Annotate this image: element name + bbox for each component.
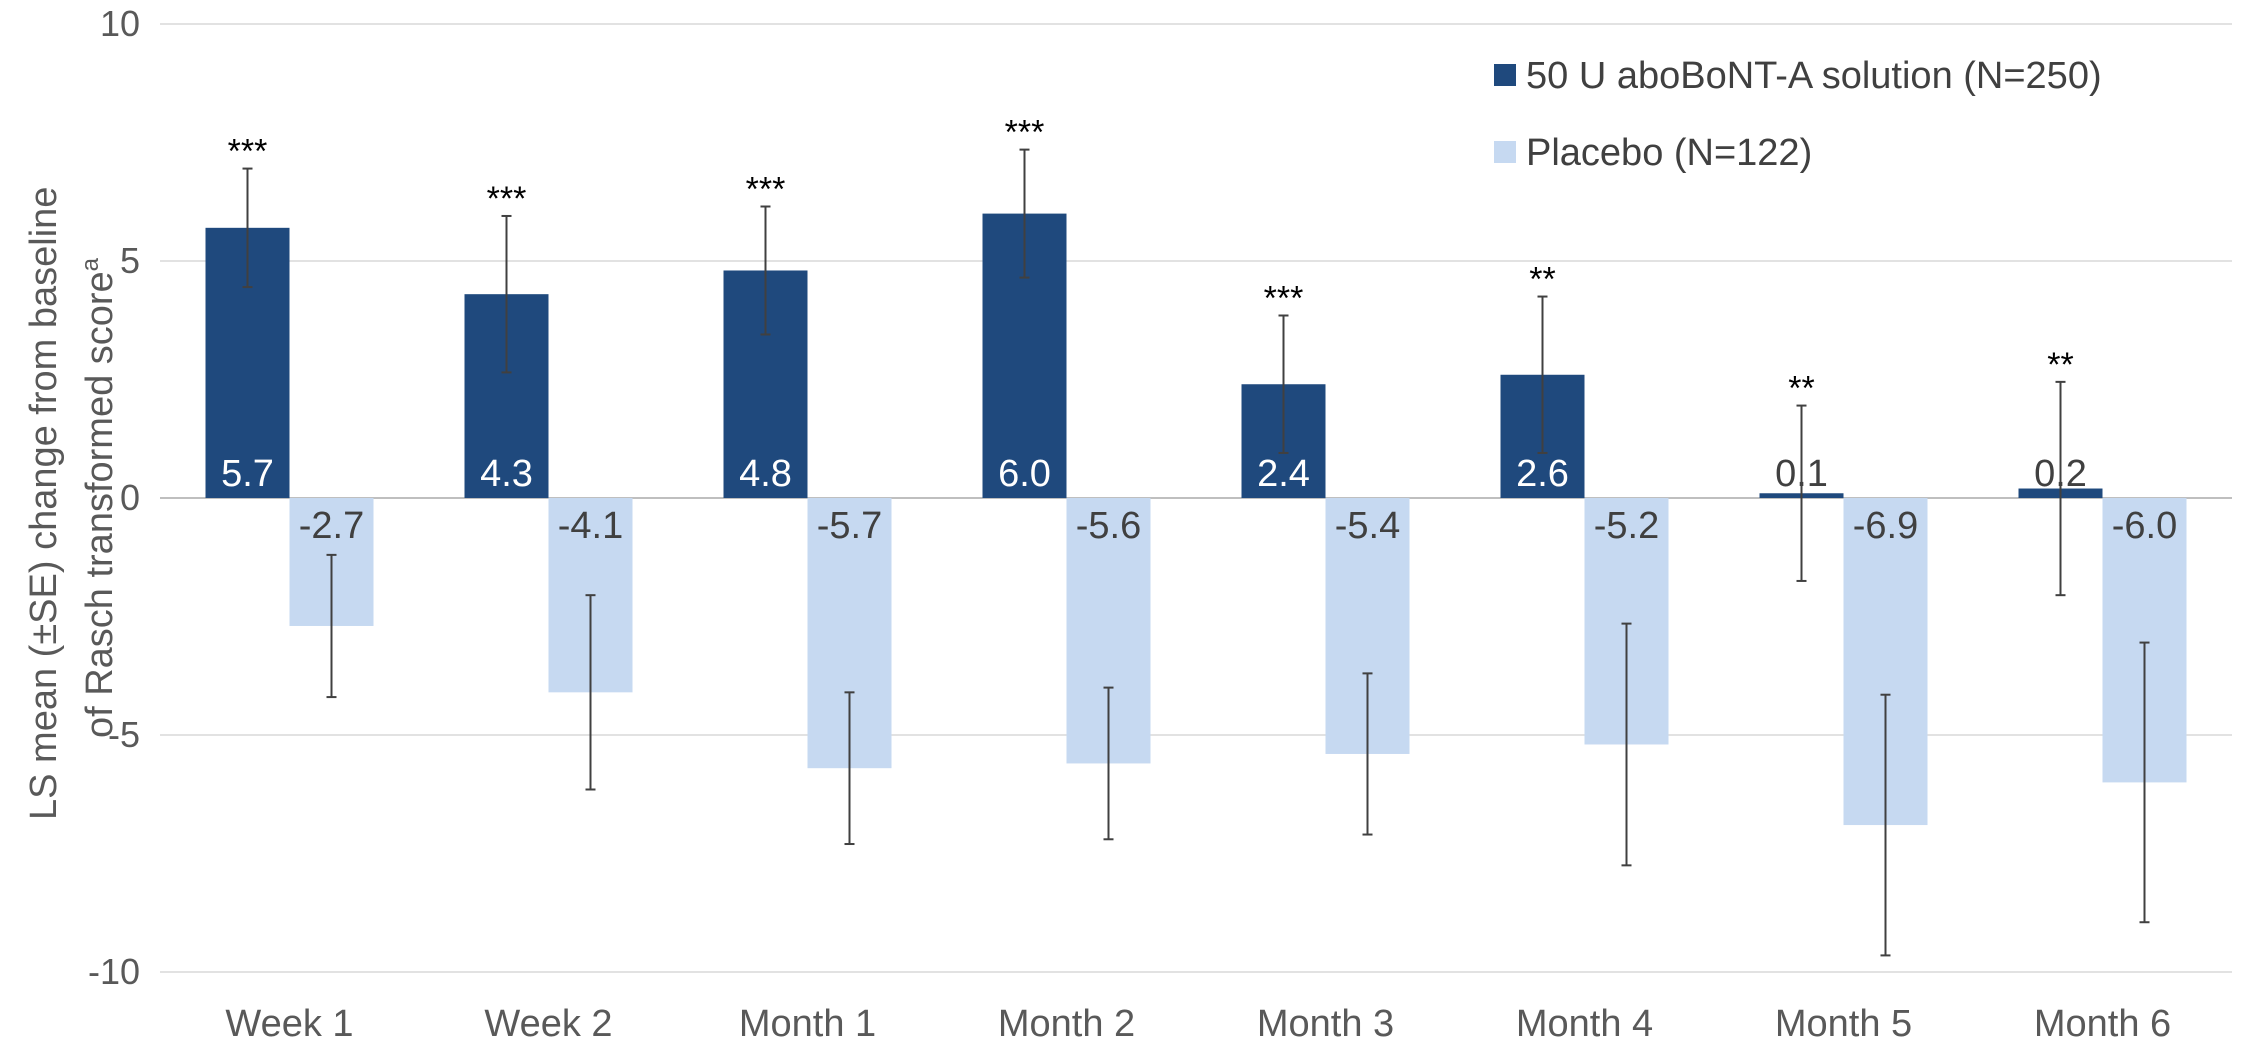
data-label: 4.8: [739, 453, 792, 495]
significance-marker: **: [1529, 261, 1555, 299]
data-label: -6.0: [2112, 505, 2177, 547]
y-axis-label-superscript: a: [77, 257, 104, 271]
significance-marker: ***: [487, 180, 527, 218]
x-tick-label: Week 2: [484, 1003, 612, 1040]
data-label: 0.2: [2034, 453, 2087, 495]
data-label: 0.1: [1775, 453, 1828, 495]
data-label: -2.7: [299, 505, 364, 547]
data-label: 5.7: [221, 453, 274, 495]
x-tick-label: Month 6: [2034, 1003, 2171, 1040]
data-label: -6.9: [1853, 505, 1918, 547]
x-tick-label: Month 1: [739, 1003, 876, 1040]
legend: 50 U aboBoNT-A solution (N=250) Placebo (…: [1494, 55, 2102, 174]
y-tick-label: -10: [88, 951, 140, 992]
x-tick-label: Month 2: [998, 1003, 1135, 1040]
significance-marker: ***: [1264, 280, 1304, 318]
data-label: -5.2: [1594, 505, 1659, 547]
x-tick-label: Month 3: [1257, 1003, 1394, 1040]
legend-swatch: [1494, 64, 1516, 86]
data-label: 4.3: [480, 453, 533, 495]
data-label: -4.1: [558, 505, 623, 547]
data-label: 2.6: [1516, 453, 1569, 495]
significance-marker: **: [1788, 370, 1814, 408]
y-axis-label-line-2-text: of Rasch transformed score: [79, 271, 121, 738]
significance-marker: ***: [746, 170, 786, 208]
y-tick-label: 0: [120, 477, 140, 518]
y-axis-label-line-2: of Rasch transformed scorea: [77, 257, 121, 738]
y-axis-ticks: 10 5 0 -5 -10: [88, 3, 140, 992]
x-axis-categories: Week 1 Week 2 Month 1 Month 2 Month 3 Month 4…: [225, 1003, 2171, 1040]
significance-marker: ***: [228, 133, 268, 171]
data-label: 6.0: [998, 453, 1051, 495]
significance-marker: **: [2047, 346, 2073, 384]
legend-swatch: [1494, 141, 1516, 163]
data-labels: 5.7 -2.7 4.3 -4.1 4.8 -5.7 6.0 -5.6 2.4 -5.4 2.6 -5…: [221, 453, 2177, 547]
data-label: -5.4: [1335, 505, 1400, 547]
legend-entry: Placebo (N=122): [1526, 132, 1812, 174]
y-tick-label: -5: [108, 714, 140, 755]
significance-marker: ***: [1005, 114, 1045, 152]
legend-entry: 50 U aboBoNT-A solution (N=250): [1526, 55, 2102, 97]
data-label: 2.4: [1257, 453, 1310, 495]
data-label: -5.6: [1076, 505, 1141, 547]
y-tick-label: 10: [100, 3, 140, 44]
error-bars: [242, 148, 2150, 957]
x-tick-label: Month 5: [1775, 1003, 1912, 1040]
y-tick-label: 5: [120, 240, 140, 281]
y-axis-label: LS mean (±SE) change from baseline of Ra…: [23, 176, 121, 820]
data-label: -5.7: [817, 505, 882, 547]
x-tick-label: Month 4: [1516, 1003, 1653, 1040]
y-axis-label-line-1: LS mean (±SE) change from baseline: [23, 187, 65, 820]
x-tick-label: Week 1: [225, 1003, 353, 1040]
significance-markers: ****** ********* ******: [228, 114, 2074, 408]
